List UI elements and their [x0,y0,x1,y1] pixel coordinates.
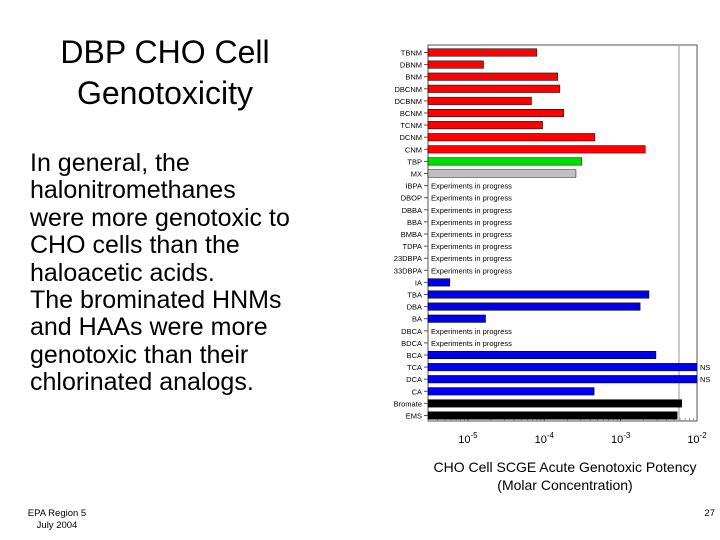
category-label: Bromate [394,399,422,408]
category-label: DBCNM [395,85,423,94]
category-label: MX [411,170,422,179]
pending-label: Experiments in progress [431,230,512,239]
category-label: TBNM [401,49,422,58]
bar [427,290,650,299]
bar [427,375,698,384]
category-label: IA [415,278,422,287]
category-label: TBP [407,157,422,166]
bar [427,84,561,93]
category-label: EMS [406,412,422,421]
category-label: BNM [405,73,422,82]
bar [427,399,682,408]
category-label: TBA [407,291,422,300]
bar [427,169,577,178]
category-label: DCBNM [395,97,423,106]
category-label: CNM [405,145,422,154]
bar [427,96,532,105]
body-line: genotoxic than their [30,340,249,369]
category-label: BA [412,315,422,324]
category-label: 23DBPA [394,254,422,263]
category-label: DBOP [401,194,422,203]
pending-label: Experiments in progress [431,182,512,191]
category-label: BCA [407,351,422,360]
plot-frame [427,44,698,422]
bar [427,363,698,372]
pending-label: Experiments in progress [431,242,512,251]
body-line: CHO cells than the [30,231,240,260]
x-tick-label: 10-3 [611,431,631,446]
category-label: BDCA [401,339,422,348]
x-tick-label: 10-4 [535,431,555,446]
chart-axis-title: CHO Cell SCGE Acute Genotoxic Potency (M… [410,458,720,494]
slide-title-line-1: DBP CHO Cell [60,34,270,70]
category-label: DBA [407,303,422,312]
bar [427,351,657,359]
category-label: BCNM [400,109,422,118]
x-tick-label: 10-2 [687,431,707,446]
category-label: BBA [407,218,422,227]
bar [427,157,583,166]
bar [427,60,484,69]
bar [427,314,486,323]
page-number: 27 [704,508,715,519]
slide-title-line-2: Genotoxicity [76,75,254,111]
category-label: BMBA [401,230,422,239]
pending-label: Experiments in progress [431,266,512,275]
bar [427,48,538,57]
chart-axis-title-line-2: (Molar Concentration) [497,477,633,493]
category-label: CA [412,387,422,396]
bar [427,145,646,154]
body-line: halonitromethanes [30,176,236,205]
chart-axis-title-line-1: CHO Cell SCGE Acute Genotoxic Potency [433,459,697,475]
pending-label: Experiments in progress [431,254,512,263]
category-label: TCA [407,363,422,372]
category-label: DBCA [401,327,422,336]
slide-body-text: In general, the halonitromethanes were m… [30,149,350,397]
pending-label: Experiments in progress [431,218,512,227]
body-line: In general, the [30,149,190,177]
slide-title: DBP CHO Cell Genotoxicity [20,32,310,114]
category-label: IBPA [405,182,422,191]
body-line: haloacetic acids. [30,258,215,287]
pending-label: Experiments in progress [431,339,512,348]
bar [427,278,451,287]
category-label: DCNM [400,133,423,142]
footer-org: EPA Region 5 [27,508,87,519]
category-label: DCA [406,375,422,384]
bar [427,302,641,311]
category-label: TDPA [403,242,422,251]
pending-label: Experiments in progress [431,206,512,215]
bar [427,121,543,130]
category-label: 33DBPA [394,266,422,275]
category-label: TCNM [400,121,422,130]
bar [427,133,596,142]
bar-note: NS [700,375,710,384]
x-tick-label: 10-5 [458,431,478,446]
pending-label: Experiments in progress [431,194,512,203]
footer-date: July 2004 [36,520,78,531]
body-line: chlorinated analogs. [30,368,254,397]
bar [427,387,595,396]
pending-label: Experiments in progress [431,327,512,336]
category-label: DBBA [402,206,422,215]
bar [427,109,565,117]
body-line: The brominated HNMs [30,286,282,315]
footer: EPA Region 5 July 2004 [22,508,92,532]
bar-note: NS [700,363,710,372]
category-label: DBNM [400,61,422,70]
bar [427,72,558,81]
bar [427,411,678,420]
body-line: and HAAs were more [30,313,268,342]
body-line: were more genotoxic to [30,203,290,232]
